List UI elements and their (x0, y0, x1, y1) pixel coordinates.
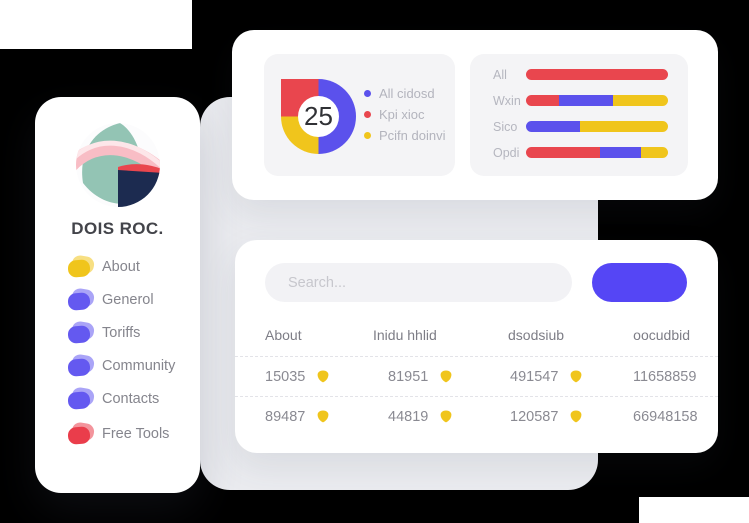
shield-icon (440, 370, 452, 383)
column-header-about: About (265, 327, 302, 343)
bar-segment (579, 121, 668, 132)
sidebar-item-about[interactable]: About (67, 253, 200, 278)
shield-icon (317, 410, 329, 423)
table-cell: 120587 (508, 409, 633, 425)
sidebar-item-contacts[interactable]: Contacts (67, 385, 200, 410)
bar-track (526, 95, 668, 106)
bar-row-all: All (493, 67, 668, 82)
legend-label: All cidosd (379, 86, 435, 101)
sidebar-item-community[interactable]: Community (67, 352, 200, 377)
table-row: 89487 44819 120587 66948158 (235, 396, 718, 436)
legend-label: Kpi xioc (379, 107, 425, 122)
legend-dot (364, 132, 371, 139)
sidebar-item-label: About (102, 259, 140, 275)
table-cell: 81951 (373, 369, 508, 385)
stats-card: 25 All cidosd Kpi xioc Pcifn doinvi All (232, 30, 718, 200)
bar-segment (526, 147, 600, 158)
legend-item: All cidosd (364, 86, 445, 101)
sidebar: DOIS ROC. About Generol Toriffs (35, 97, 200, 493)
background-rect-bottom-right (639, 497, 749, 523)
table-cell: 66948158 (633, 408, 698, 425)
bar-track (526, 121, 668, 132)
bar-track (526, 69, 668, 80)
shield-icon (570, 410, 582, 423)
legend-label: Pcifn doinvi (379, 128, 446, 143)
table-row: 15035 81951 491547 11658859 (235, 356, 718, 396)
sidebar-item-label: Community (102, 358, 176, 374)
menu-blob-icon (67, 286, 96, 311)
legend-dot (364, 90, 371, 97)
bar-segment (526, 95, 559, 106)
column-header-inidu-hhlid: Inidu hhlid (373, 327, 437, 343)
bar-label: Wxin (493, 93, 521, 108)
shield-icon (570, 370, 582, 383)
donut-panel: 25 All cidosd Kpi xioc Pcifn doinvi (264, 54, 455, 176)
table-cell: 11658859 (633, 368, 697, 385)
brand-logo (75, 123, 160, 207)
legend-item: Pcifn doinvi (364, 128, 445, 143)
bar-track (526, 147, 668, 158)
sidebar-item-generol[interactable]: Generol (67, 286, 200, 311)
donut-legend: All cidosd Kpi xioc Pcifn doinvi (364, 86, 445, 149)
menu-blob-icon (67, 253, 96, 278)
sidebar-menu: About Generol Toriffs Community (35, 253, 200, 445)
donut-chart: 25 (281, 79, 356, 154)
column-header-oocudbid: oocudbid (633, 327, 690, 343)
sidebar-item-free-tools[interactable]: Free Tools (67, 420, 200, 445)
shield-icon (317, 370, 329, 383)
table-cell: 491547 (508, 369, 633, 385)
sidebar-item-label: Contacts (102, 391, 160, 407)
sidebar-item-label: Free Tools (102, 426, 170, 442)
column-header-dsodsiub: dsodsiub (508, 327, 565, 343)
bar-segment (612, 95, 668, 106)
table-card: About Inidu hhlid dsodsiub oocudbid 1503… (235, 240, 718, 453)
bar-label: Opdi (493, 145, 520, 160)
stacked-bars-panel: All Wxin Sico Opdi (470, 54, 688, 176)
bar-segment (526, 121, 580, 132)
menu-blob-icon (67, 352, 96, 377)
menu-blob-icon (67, 319, 96, 344)
bar-segment (558, 95, 613, 106)
bar-segment (641, 147, 668, 158)
table-cell: 89487 (265, 409, 373, 425)
brand-logo-icon (75, 123, 160, 207)
menu-blob-icon (67, 420, 96, 445)
legend-dot (364, 111, 371, 118)
bar-label: All (493, 67, 507, 82)
brand-name: DOIS ROC. (71, 219, 164, 238)
legend-item: Kpi xioc (364, 107, 445, 122)
bar-segment (526, 69, 668, 80)
bar-segment (599, 147, 641, 158)
table-cell: 15035 (265, 369, 373, 385)
search-input[interactable] (265, 263, 572, 302)
sidebar-item-toriffs[interactable]: Toriffs (67, 319, 200, 344)
sidebar-item-label: Generol (102, 292, 154, 308)
bar-row-opdi: Opdi (493, 145, 668, 160)
shield-icon (440, 410, 452, 423)
primary-action-button[interactable] (592, 263, 687, 302)
bar-row-wxin: Wxin (493, 93, 668, 108)
bar-label: Sico (493, 119, 518, 134)
table-cell: 44819 (373, 409, 508, 425)
background-rect-top-left (0, 0, 192, 49)
donut-center-value: 25 (298, 96, 339, 137)
search-row (235, 240, 718, 302)
menu-blob-icon (67, 385, 96, 410)
bar-row-sico: Sico (493, 119, 668, 134)
sidebar-item-label: Toriffs (102, 325, 141, 341)
table-header-row: About Inidu hhlid dsodsiub oocudbid (235, 327, 718, 356)
